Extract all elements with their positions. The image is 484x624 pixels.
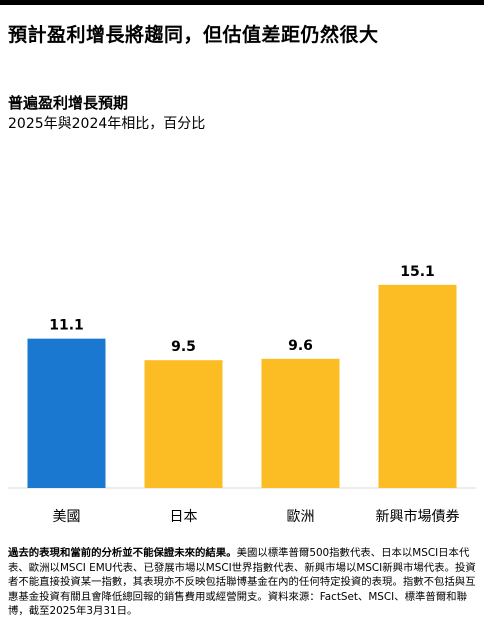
bar-value-label-2: 9.6 [288, 338, 313, 354]
chart-title: 普遍盈利增長預期 [8, 94, 129, 112]
footnote-text: 美國以標準普爾500指數代表、日本以MSCI日本代表、歐洲以MSCI EMU代表… [8, 547, 476, 618]
bar-3 [378, 284, 457, 488]
bar-chart: 11.1 美國 9.5 日本 9.6 歐洲 15.1 新興市場債券 [8, 264, 476, 525]
bar-value-label-0: 11.1 [49, 318, 84, 334]
bar-1 [144, 360, 223, 488]
category-label-3: 新興市場債券 [376, 508, 460, 525]
page-headline: 預計盈利增長將趨同，但估值差距仍然很大 [8, 24, 379, 46]
chart-subtitle: 2025年與2024年相比，百分比 [8, 116, 206, 132]
category-label-1: 日本 [170, 509, 198, 525]
category-label-2: 歐洲 [287, 509, 315, 525]
bar-value-label-3: 15.1 [400, 264, 435, 280]
bar-2 [261, 358, 340, 488]
bar-value-label-1: 9.5 [171, 339, 196, 355]
footnote: 過去的表現和當前的分析並不能保證未來的結果。美國以標準普爾500指數代表、日本以… [8, 546, 478, 619]
footnote-disclaimer: 過去的表現和當前的分析並不能保證未來的結果。 [8, 547, 237, 559]
top-rule [0, 0, 484, 5]
bar-0 [27, 338, 106, 488]
category-label-0: 美國 [53, 509, 81, 525]
